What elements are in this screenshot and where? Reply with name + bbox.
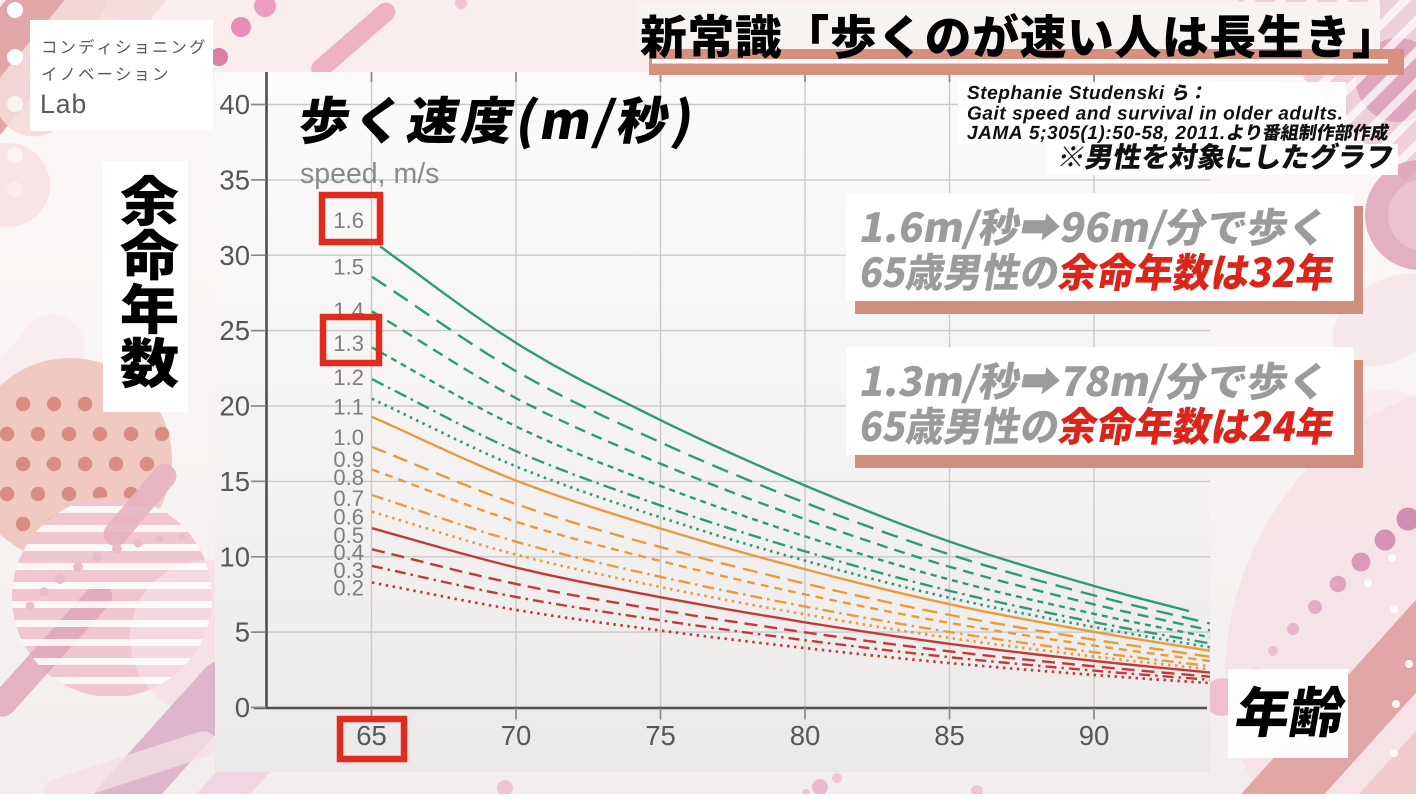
svg-text:75: 75 [645, 720, 676, 751]
svg-text:1.3: 1.3 [333, 331, 364, 356]
svg-text:80: 80 [790, 720, 821, 751]
svg-text:40: 40 [219, 89, 250, 120]
svg-text:35: 35 [219, 165, 250, 196]
svg-text:85: 85 [934, 720, 965, 751]
svg-text:1.2: 1.2 [333, 365, 364, 390]
svg-text:15: 15 [219, 466, 250, 497]
svg-text:5: 5 [235, 617, 250, 648]
svg-text:speed, m/s: speed, m/s [300, 158, 439, 190]
svg-text:Lab: Lab [40, 89, 87, 119]
svg-text:1.5: 1.5 [333, 254, 364, 279]
svg-text:90: 90 [1079, 720, 1110, 751]
svg-text:70: 70 [501, 720, 532, 751]
svg-text:20: 20 [219, 391, 250, 422]
svg-text:25: 25 [219, 315, 250, 346]
svg-text:0: 0 [235, 692, 250, 723]
svg-text:65: 65 [356, 720, 387, 751]
svg-text:1.1: 1.1 [333, 394, 364, 419]
svg-text:0.2: 0.2 [333, 575, 364, 600]
svg-text:10: 10 [219, 541, 250, 572]
svg-text:1.6: 1.6 [333, 208, 364, 233]
svg-text:30: 30 [219, 240, 250, 271]
